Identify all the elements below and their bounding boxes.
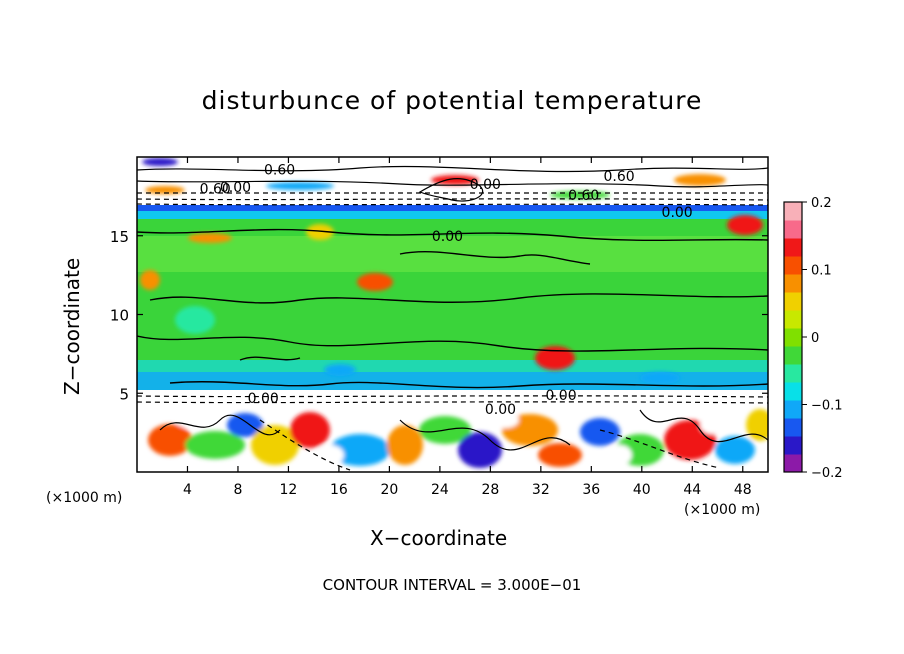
contour-label: 0.60 (603, 169, 634, 185)
mid-anomaly (324, 364, 356, 376)
bl-white (316, 445, 344, 465)
contour-label: 0.00 (432, 229, 463, 245)
boundary-white-band (137, 390, 768, 410)
strat-streak (266, 182, 334, 190)
x-tick-label: 44 (683, 482, 701, 498)
bl-blob (458, 432, 502, 468)
upper-cyan-band (137, 211, 768, 221)
strat-streak (727, 215, 763, 235)
tropopause-blue-band (137, 205, 768, 213)
colorbar-swatch (784, 436, 802, 455)
colorbar-swatch (784, 202, 802, 221)
colorbar-tick-label: 0 (811, 331, 819, 346)
x-axis: 4 8 12 16 20 24 28 32 36 40 44 48 (183, 157, 752, 498)
colorbar-swatch (784, 238, 802, 257)
x-tick-label: 48 (734, 482, 752, 498)
x-tick-label: 40 (633, 482, 651, 498)
contour-label: 0.00 (662, 205, 693, 221)
bl-blob (715, 436, 755, 464)
colorbar-swatch (784, 454, 802, 473)
x-tick-label: 4 (183, 482, 192, 498)
x-tick-label: 12 (280, 482, 298, 498)
plot-field: 0.600.000.60 0.000.600.600.000.000.000.00… (137, 157, 768, 472)
contour-labels: 0.600.000.60 0.000.600.600.000.000.000.00… (200, 163, 693, 418)
colorbar-swatch (784, 256, 802, 275)
colorbar-swatch (784, 418, 802, 437)
x-tick-label: 36 (582, 482, 600, 498)
bl-blob (387, 425, 423, 465)
mid-anomaly (140, 270, 160, 290)
chart-title: disturbunce of potential temperature (201, 86, 703, 115)
colorbar-swatch (784, 274, 802, 293)
bl-blob (251, 425, 299, 465)
contour-label: 0.00 (545, 388, 576, 404)
colorbar-tick-label: 0.1 (811, 264, 832, 279)
mid-anomaly (535, 346, 575, 370)
colorbar-swatch (784, 310, 802, 329)
x-unit-label-right: (×1000 m) (684, 502, 761, 518)
x-tick-label: 32 (532, 482, 550, 498)
x-axis-label: X−coordinate (370, 526, 508, 550)
contour-label: 0.00 (485, 402, 516, 418)
colorbar-tick-label: 0.2 (811, 196, 832, 211)
colorbar-tick-label: −0.2 (811, 466, 843, 481)
contour-label: 0.00 (220, 180, 251, 196)
strat-streak (145, 186, 185, 194)
contour-interval-note: CONTOUR INTERVAL = 3.000E−01 (322, 576, 582, 594)
contour-label: 0.60 (200, 182, 231, 198)
bl-blob (227, 413, 263, 437)
colorbar-tick-label: −0.1 (811, 399, 843, 414)
y-axis: 5 10 15 (110, 228, 768, 403)
y-tick-label: 10 (110, 307, 129, 325)
mid-anomaly (175, 306, 215, 334)
bl-blob (330, 434, 390, 466)
contour-label: 0.00 (470, 177, 501, 193)
contour-label: 0.60 (264, 163, 295, 179)
bl-white (700, 416, 724, 434)
solid-contours (137, 228, 768, 389)
mid-anomaly (306, 224, 334, 240)
bl-blob (148, 424, 192, 456)
bl-blob (538, 443, 582, 467)
contour-label: 0.00 (248, 391, 279, 407)
x-tick-label: 16 (330, 482, 348, 498)
y-tick-label: 15 (110, 228, 129, 246)
bl-blob (290, 412, 330, 448)
dashed-contours (137, 192, 768, 471)
strat-streak (142, 158, 178, 166)
x-tick-label: 8 (233, 482, 242, 498)
x-tick-label: 20 (380, 482, 398, 498)
contour-label: 0.60 (568, 188, 599, 204)
colorbar-swatch (784, 220, 802, 239)
strat-streak (431, 175, 479, 185)
bl-white (491, 412, 519, 428)
x-tick-label: 24 (431, 482, 449, 498)
upper-contours (137, 165, 768, 451)
strat-streak (674, 174, 726, 186)
colorbar-swatch (784, 328, 802, 347)
bl-blob (185, 431, 245, 459)
colorbar: 0.2 0.1 0 −0.1 −0.2 (783, 196, 843, 481)
bl-blob (580, 418, 620, 446)
mid-anomaly (640, 372, 680, 384)
colorbar-swatch (784, 382, 802, 401)
colorbar-swatch (784, 364, 802, 383)
y-tick-label: 5 (119, 385, 129, 403)
x-unit-label-left: (×1000 m) (46, 490, 123, 506)
bl-white (608, 445, 632, 465)
y-axis-label: Z−coordinate (60, 257, 84, 395)
bl-blob (746, 409, 768, 441)
colorbar-swatch (784, 346, 802, 365)
colorbar-swatch (784, 292, 802, 311)
mid-anomaly (188, 233, 232, 243)
colorbar-swatch (784, 400, 802, 419)
x-tick-label: 28 (481, 482, 499, 498)
mid-anomaly (357, 273, 393, 291)
